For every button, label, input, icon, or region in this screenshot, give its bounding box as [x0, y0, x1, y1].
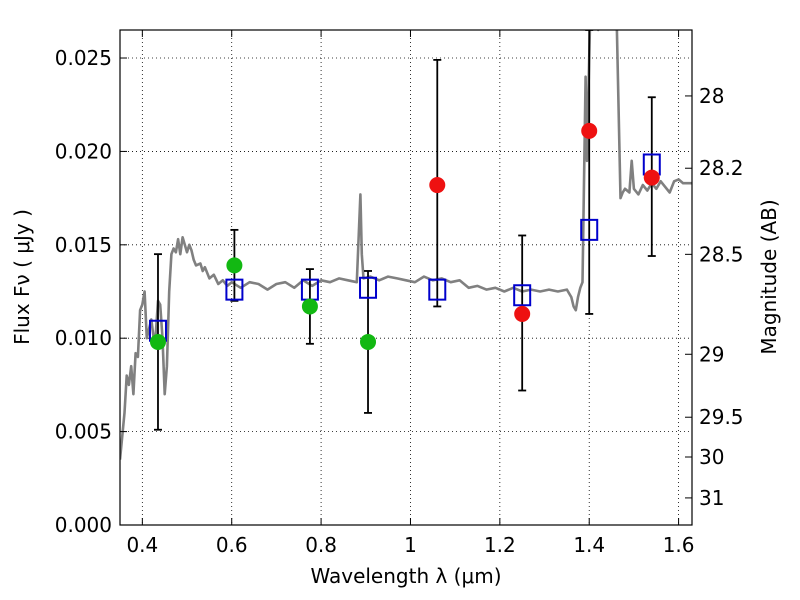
- x-tick-label: 0.8: [305, 533, 337, 557]
- observed-point-red: [643, 169, 660, 186]
- y-tick-label: 0.015: [55, 233, 112, 257]
- right-axis-label: Magnitude (AB): [757, 199, 781, 354]
- right-tick-label: 29: [699, 342, 724, 366]
- marker-layer: [148, 122, 661, 350]
- observed-point-red: [429, 177, 446, 194]
- spectrum-layer: [120, 30, 692, 460]
- right-tick-label: 28.5: [699, 242, 744, 266]
- y-tick-label: 0.005: [55, 420, 112, 444]
- x-tick-label: 0.4: [126, 533, 158, 557]
- right-tick-label: 31: [699, 486, 724, 510]
- observed-point-green: [301, 298, 318, 315]
- model-photometry-box: [225, 278, 244, 301]
- y-tick-label: 0.020: [55, 139, 112, 163]
- x-axis-label: Wavelength λ (μm): [310, 564, 501, 588]
- observed-point-green: [360, 333, 377, 350]
- x-tick-label: 1: [404, 533, 417, 557]
- y-tick-label: 0.025: [55, 46, 112, 70]
- x-tick-label: 1.4: [573, 533, 605, 557]
- y-axis-ticks: 0.000 0.005 0.010 0.015 0.020 0.025: [55, 46, 127, 537]
- x-tick-label: 0.6: [216, 533, 248, 557]
- x-tick-label: 1.6: [663, 533, 695, 557]
- model-photometry-box: [580, 218, 599, 241]
- plot-frame: [119, 29, 693, 526]
- model-photometry-box: [513, 284, 532, 307]
- right-tick-label: 28: [699, 84, 724, 108]
- observed-point-red: [514, 305, 531, 322]
- observed-point-red: [581, 122, 598, 139]
- y-axis-label: Flux Fν ( μJy ): [10, 209, 34, 345]
- observed-point-green: [149, 333, 166, 350]
- plot-area: [120, 30, 692, 525]
- observed-point-green: [226, 257, 243, 274]
- y-tick-label: 0.000: [55, 513, 112, 537]
- y-tick-label: 0.010: [55, 326, 112, 350]
- right-tick-label: 30: [699, 445, 724, 469]
- x-tick-label: 1.2: [484, 533, 516, 557]
- right-tick-label: 29.5: [699, 405, 744, 429]
- x-axis-ticks: 0.4 0.6 0.8 1 1.2 1.4 1.6: [126, 30, 695, 557]
- model-photometry-box: [428, 278, 447, 301]
- model-photometry-box: [359, 276, 378, 299]
- right-axis-ticks: 28 28.2 28.5 29 29.5 30 31: [685, 84, 744, 510]
- right-tick-label: 28.2: [699, 156, 744, 180]
- model-spectrum-line: [120, 30, 692, 460]
